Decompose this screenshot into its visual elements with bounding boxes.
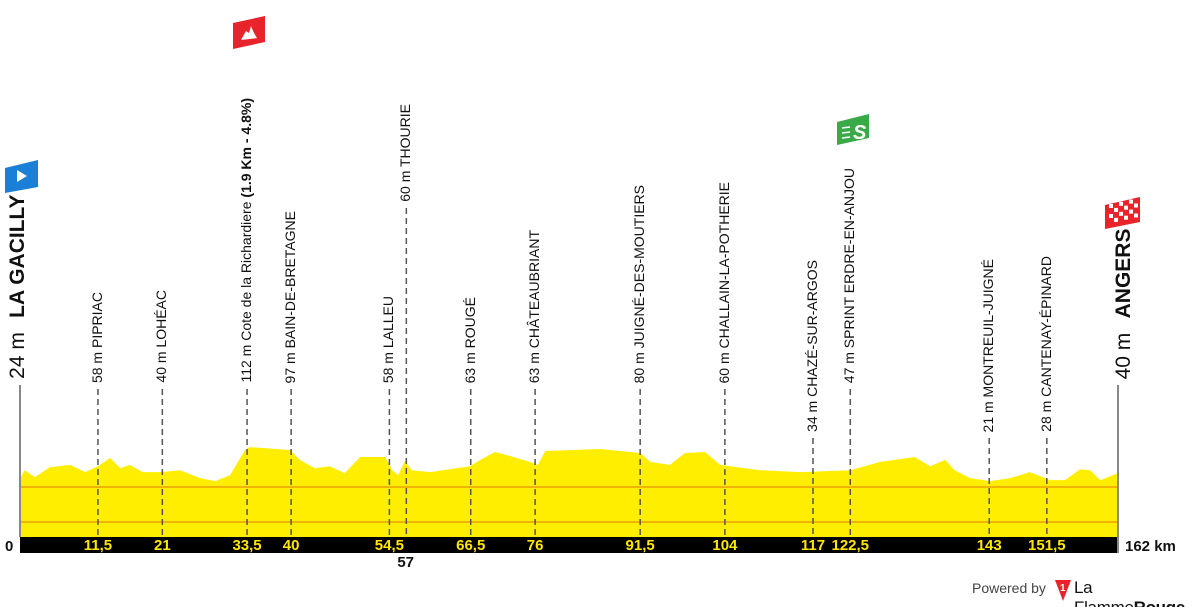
marker-text: 97 m BAIN-DE-BRETAGNE [282,210,299,383]
marker-text: 80 m JUIGNÉ-DES-MOUTIERS [631,184,648,383]
marker-text: 63 m CHÂTEAUBRIANT [526,229,543,383]
marker-label: 60 m CHALLAIN-LA-POTHERIE [716,182,732,384]
km-marker: 104 [712,537,738,554]
km-marker: 21 [153,537,171,554]
marker-label: 58 m PIPRIAC [89,292,105,383]
powered-by-text: Powered by [972,580,1046,596]
km-total: 162 km [1125,538,1176,555]
marker-label: 63 m CHÂTEAUBRIANT [526,230,542,383]
marker-label: 34 m CHAZÉ-SUR-ARGOS [804,260,820,432]
km-marker: 57 [397,554,415,571]
km-marker: 143 [976,537,1002,554]
marker-text: 63 m ROUGÉ [461,296,478,383]
svg-text:1: 1 [1060,583,1066,594]
marker-label: 21 m MONTREUIL-JUIGNÉ [980,259,996,432]
marker-label: 112 m Cote de la Richardiere (1.9 Km - 4… [238,98,254,383]
km-marker: 91,5 [625,537,655,554]
marker-label: 28 m CANTENAY-ÉPINARD [1038,256,1054,432]
marker-text: 34 m CHAZÉ-SUR-ARGOS [804,260,820,432]
distance-axis-bar [20,537,1118,553]
km-marker: 11,5 [83,537,113,554]
km-marker: 122,5 [831,537,870,554]
marker-label: 58 m LALLEU [380,296,396,383]
km-marker: 117 [800,537,826,554]
marker-text: 58 m PIPRIAC [88,291,105,383]
marker-label: 60 m THOURIE [397,104,413,202]
start-flag-play-icon [5,160,38,193]
marker-label: 47 m SPRINT ERDRE-EN-ANJOU [841,168,857,383]
start-elevation: 24 m [6,332,29,379]
marker-text: 60 m CHALLAIN-LA-POTHERIE [715,181,732,384]
svg-text:S: S [853,122,867,144]
finish-elevation: 40 m [1112,332,1135,379]
finish-town: ANGERS [1112,228,1135,319]
finish-label: 40 m ANGERS [1112,229,1136,379]
sprint-s-icon: S [837,114,869,145]
km-marker: 76 [526,537,544,554]
climb-mountain-icon [233,16,265,49]
km-marker: 40 [282,537,300,554]
km-marker: 54,5 [374,537,404,554]
brand-part: La Flamme [1074,578,1134,607]
la-flamme-rouge-logo-icon: 1 [1055,580,1071,601]
marker-text: 47 m SPRINT ERDRE-EN-ANJOU [841,167,858,383]
marker-label: 97 m BAIN-DE-BRETAGNE [282,211,298,383]
brand-part-bold: Rouge [1134,598,1186,607]
marker-text: 58 m LALLEU [380,295,397,383]
climb-details: (1.9 Km - 4.8%) [238,98,255,199]
brand-name[interactable]: La FlammeRouge [1074,578,1200,607]
marker-text: 40 m LOHÉAC [153,290,170,383]
marker-label: 80 m JUIGNÉ-DES-MOUTIERS [631,185,647,383]
marker-text: 21 m MONTREUIL-JUIGNÉ [980,258,997,432]
marker-label: 63 m ROUGÉ [462,297,478,383]
finish-checkered-flag-icon [1105,197,1140,229]
start-town: LA GACILLY [6,195,29,319]
km-marker: 66,5 [456,537,486,554]
marker-label: 40 m LOHÉAC [153,290,169,383]
marker-text: 112 m Cote de la Richardiere [238,198,255,383]
start-label: 24 m LA GACILLY [6,195,30,379]
elevation-profile-area [20,447,1118,537]
km-marker: 33,5 [232,537,262,554]
km-marker: 151,5 [1028,537,1066,554]
km-start: 0 [5,538,14,555]
marker-text: 28 m CANTENAY-ÉPINARD [1037,256,1054,432]
marker-text: 60 m THOURIE [397,104,414,202]
